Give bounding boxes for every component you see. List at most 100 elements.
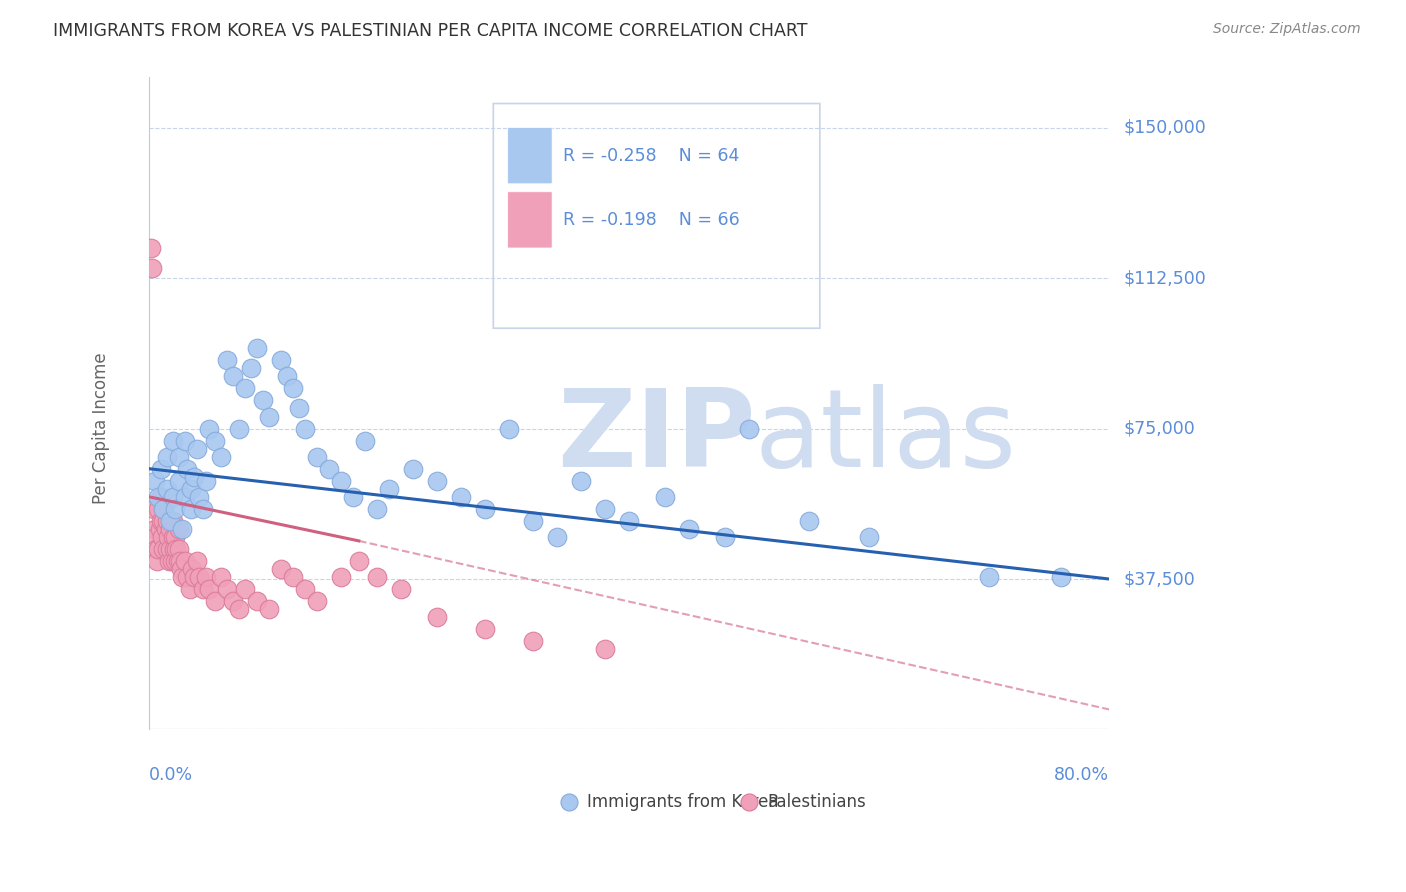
Text: R = -0.258    N = 64: R = -0.258 N = 64 — [562, 146, 740, 165]
Point — [143, 474, 166, 488]
Point — [498, 421, 520, 435]
Point — [246, 594, 269, 608]
Point — [228, 421, 250, 435]
Point — [1050, 570, 1073, 584]
Point — [159, 541, 181, 556]
Point — [281, 381, 304, 395]
Point — [157, 554, 180, 568]
Point — [162, 490, 184, 504]
FancyBboxPatch shape — [508, 192, 553, 248]
Point — [181, 562, 204, 576]
Text: Source: ZipAtlas.com: Source: ZipAtlas.com — [1213, 22, 1361, 37]
Point — [167, 450, 190, 464]
Text: atlas: atlas — [755, 384, 1017, 490]
Point — [167, 474, 190, 488]
FancyBboxPatch shape — [508, 128, 553, 184]
Point — [173, 554, 195, 568]
Point — [276, 369, 298, 384]
Point — [149, 461, 172, 475]
Point — [329, 474, 352, 488]
Point — [198, 421, 221, 435]
Point — [281, 570, 304, 584]
Point — [163, 541, 186, 556]
Point — [166, 554, 188, 568]
Point — [366, 570, 388, 584]
Point — [270, 562, 292, 576]
Point — [288, 401, 311, 416]
Point — [152, 501, 174, 516]
Point — [714, 530, 737, 544]
Point — [270, 353, 292, 368]
Point — [149, 522, 172, 536]
Text: $37,500: $37,500 — [1123, 570, 1195, 588]
Point — [215, 582, 238, 596]
Point — [143, 530, 166, 544]
Point — [179, 582, 201, 596]
Point — [186, 554, 208, 568]
Point — [389, 582, 412, 596]
Point — [593, 642, 616, 657]
Point — [195, 474, 218, 488]
Point — [156, 482, 179, 496]
Point — [426, 474, 449, 488]
Point — [318, 461, 340, 475]
Point — [188, 490, 211, 504]
Point — [153, 501, 176, 516]
Point — [156, 530, 179, 544]
Point — [222, 594, 245, 608]
Point — [141, 241, 163, 255]
Point — [738, 421, 761, 435]
Point — [738, 795, 761, 809]
Point — [305, 594, 328, 608]
Point — [162, 434, 184, 448]
Point — [191, 582, 214, 596]
Point — [347, 554, 370, 568]
Text: Per Capita Income: Per Capita Income — [91, 352, 110, 504]
Point — [209, 570, 232, 584]
Point — [402, 461, 425, 475]
Point — [155, 522, 177, 536]
Point — [342, 490, 364, 504]
Point — [204, 594, 226, 608]
Point — [191, 501, 214, 516]
Point — [172, 570, 194, 584]
Point — [474, 501, 496, 516]
Text: $112,500: $112,500 — [1123, 269, 1206, 287]
Point — [329, 570, 352, 584]
Point — [165, 501, 187, 516]
Point — [233, 381, 256, 395]
Point — [378, 482, 401, 496]
Point — [149, 490, 172, 504]
Text: ZIP: ZIP — [557, 384, 755, 490]
Point — [558, 795, 581, 809]
Point — [156, 541, 179, 556]
Point — [246, 341, 269, 355]
Point — [977, 570, 1000, 584]
Point — [546, 530, 568, 544]
Point — [474, 622, 496, 636]
Text: Immigrants from Korea: Immigrants from Korea — [586, 793, 779, 811]
Point — [169, 554, 191, 568]
Point — [354, 434, 377, 448]
Point — [173, 434, 195, 448]
Point — [145, 541, 167, 556]
Point — [148, 501, 170, 516]
Point — [156, 514, 179, 528]
Point — [257, 409, 280, 424]
Point — [186, 442, 208, 456]
Point — [176, 570, 198, 584]
Point — [142, 501, 165, 516]
Point — [152, 514, 174, 528]
Point — [159, 522, 181, 536]
Point — [146, 554, 169, 568]
Text: IMMIGRANTS FROM KOREA VS PALESTINIAN PER CAPITA INCOME CORRELATION CHART: IMMIGRANTS FROM KOREA VS PALESTINIAN PER… — [53, 22, 808, 40]
Text: R = -0.198    N = 66: R = -0.198 N = 66 — [562, 211, 740, 229]
Point — [152, 541, 174, 556]
Point — [858, 530, 880, 544]
Point — [215, 353, 238, 368]
Text: 80.0%: 80.0% — [1054, 765, 1109, 783]
Point — [233, 582, 256, 596]
Point — [366, 501, 388, 516]
Point — [150, 530, 173, 544]
Point — [148, 490, 170, 504]
